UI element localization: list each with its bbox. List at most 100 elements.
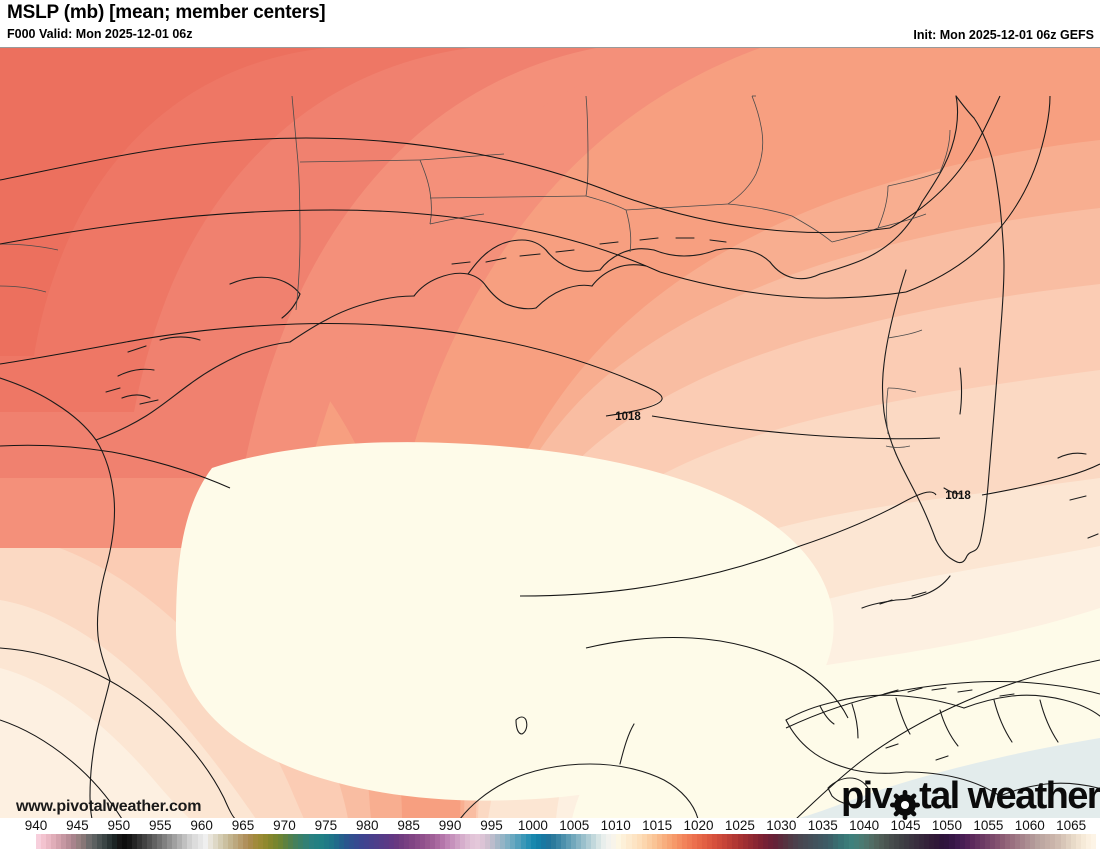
colorbar-swatch: [550, 834, 556, 849]
colorbar-tick-label: 1050: [931, 818, 962, 833]
colorbar-swatch: [565, 834, 571, 849]
colorbar-swatch: [545, 834, 551, 849]
colorbar-swatch: [1010, 834, 1016, 849]
colorbar-swatch: [954, 834, 960, 849]
colorbar-swatch: [202, 834, 208, 849]
colorbar-swatch: [682, 834, 688, 849]
colorbar-swatch: [379, 834, 385, 849]
colorbar-swatch: [1070, 834, 1076, 849]
colorbar-swatch: [515, 834, 521, 849]
colorbar-swatch: [919, 834, 925, 849]
fill-core-low: [176, 442, 834, 801]
colorbar-tick-label: 945: [66, 818, 89, 833]
colorbar-swatch: [848, 834, 854, 849]
colorbar-swatch: [152, 834, 158, 849]
colorbar-swatch: [858, 834, 864, 849]
colorbar-swatch: [914, 834, 920, 849]
colorbar-swatch: [86, 834, 92, 849]
colorbar-swatch: [702, 834, 708, 849]
colorbar-tick-label: 1065: [1056, 818, 1087, 833]
colorbar-swatch: [1090, 834, 1096, 849]
contour-label-group: 1018 1018: [615, 411, 971, 502]
colorbar-swatch: [994, 834, 1000, 849]
colorbar[interactable]: 940 945 950 955 960 965 970 975 980 985 990 995 1000…: [0, 818, 1100, 850]
colorbar-swatch: [813, 834, 819, 849]
colorbar-tick-label: 960: [190, 818, 213, 833]
colorbar-swatch: [353, 834, 359, 849]
colorbar-swatch: [742, 834, 748, 849]
colorbar-tick-label: 1045: [890, 818, 921, 833]
colorbar-swatch: [172, 834, 178, 849]
colorbar-tick-label: 940: [24, 818, 48, 833]
colorbar-swatch: [601, 834, 607, 849]
colorbar-swatch: [787, 834, 794, 849]
fill-band-1037: [0, 48, 326, 356]
colorbar-swatch: [1040, 834, 1046, 849]
contour-label: 1018: [945, 490, 971, 502]
colorbar-tick-label: 1060: [1014, 818, 1045, 833]
colorbar-tick-label: 1015: [642, 818, 673, 833]
colorbar-swatch: [222, 834, 228, 849]
colorbar-swatch: [409, 834, 415, 849]
colorbar-swatch: [974, 834, 980, 849]
colorbar-swatch: [333, 834, 339, 849]
colorbar-swatch: [818, 834, 824, 849]
colorbar-swatch: [293, 834, 299, 849]
mslp-contour-fill: 1018 1018: [0, 48, 1100, 818]
colorbar-swatch: [76, 834, 82, 849]
colorbar-swatch: [621, 834, 627, 849]
colorbar-swatch: [1025, 834, 1031, 849]
colorbar-swatch: [429, 834, 435, 849]
valid-time-label: F000 Valid: Mon 2025-12-01 06z: [7, 27, 193, 41]
colorbar-swatch: [141, 834, 148, 849]
colorbar-swatch: [106, 834, 112, 849]
colorbar-swatch: [1055, 834, 1061, 849]
colorbar-swatch: [61, 834, 67, 849]
colorbar-swatch: [126, 834, 132, 849]
colorbar-swatch: [1035, 834, 1041, 849]
colorbar-swatch: [646, 834, 652, 849]
colorbar-swatch: [147, 834, 153, 849]
colorbar-swatch: [273, 834, 279, 849]
colorbar-swatch: [1005, 834, 1011, 849]
gear-compass-icon: [890, 787, 921, 820]
colorbar-swatch: [661, 834, 667, 849]
colorbar-swatch: [873, 834, 879, 849]
colorbar-gradient-strip: [0, 834, 1100, 849]
colorbar-swatch: [611, 834, 617, 849]
colorbar-swatch: [631, 834, 637, 849]
colorbar-swatch: [227, 834, 233, 849]
colorbar-swatch: [36, 834, 42, 849]
colorbar-swatch: [439, 834, 445, 849]
colorbar-swatch: [505, 834, 511, 849]
colorbar-swatch: [46, 834, 52, 849]
colorbar-swatch: [1020, 834, 1026, 849]
colorbar-swatch: [944, 834, 950, 849]
colorbar-swatch: [833, 834, 839, 849]
colorbar-swatch: [863, 834, 869, 849]
colorbar-swatch: [999, 834, 1005, 849]
colorbar-swatch: [197, 834, 203, 849]
colorbar-swatch: [878, 834, 884, 849]
colorbar-swatch: [81, 834, 87, 849]
colorbar-tick-labels: 940 945 950 955 960 965 970 975 980 985 990 995 1000…: [0, 818, 1100, 834]
colorbar-swatch: [298, 834, 304, 849]
colorbar-tick-label: 1025: [724, 818, 755, 833]
colorbar-swatch: [187, 834, 193, 849]
colorbar-swatch: [692, 834, 698, 849]
colorbar-tick-label: 1055: [973, 818, 1004, 833]
colorbar-tick-label: 1010: [600, 818, 631, 833]
colorbar-swatch: [404, 834, 410, 849]
colorbar-swatch: [924, 834, 930, 849]
colorbar-tick-label: 965: [231, 818, 255, 833]
colorbar-swatch: [1030, 834, 1036, 849]
colorbar-swatch: [323, 834, 329, 849]
colorbar-swatch: [247, 834, 254, 849]
colorbar-swatch: [586, 834, 592, 849]
map-canvas[interactable]: 1018 1018: [0, 47, 1100, 818]
colorbar-swatch: [1050, 834, 1056, 849]
colorbar-swatch: [767, 834, 773, 849]
colorbar-swatch: [464, 834, 471, 849]
colorbar-swatch: [777, 834, 783, 849]
colorbar-swatch: [192, 834, 198, 849]
